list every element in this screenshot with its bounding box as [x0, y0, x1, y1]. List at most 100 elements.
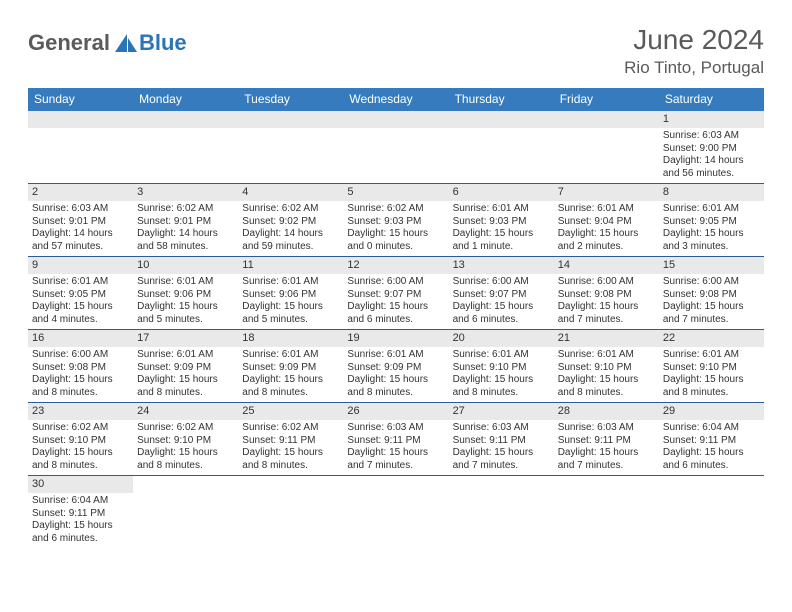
- detail-line: Sunrise: 6:04 AM: [32, 495, 129, 508]
- day-cell: 26Sunrise: 6:03 AMSunset: 9:11 PMDayligh…: [343, 403, 448, 475]
- day-cell: 1Sunrise: 6:03 AMSunset: 9:00 PMDaylight…: [659, 111, 764, 183]
- detail-line: Sunset: 9:10 PM: [32, 435, 129, 448]
- detail-line: and 8 minutes.: [32, 460, 129, 473]
- detail-line: Sunrise: 6:00 AM: [558, 276, 655, 289]
- detail-line: Sunset: 9:05 PM: [32, 289, 129, 302]
- day-number: 12: [343, 257, 448, 274]
- day-number: [554, 111, 659, 128]
- day-details: Sunrise: 6:00 AMSunset: 9:08 PMDaylight:…: [28, 347, 133, 401]
- detail-line: Daylight: 15 hours: [558, 447, 655, 460]
- day-cell: 22Sunrise: 6:01 AMSunset: 9:10 PMDayligh…: [659, 330, 764, 402]
- day-number: 24: [133, 403, 238, 420]
- day-number: 8: [659, 184, 764, 201]
- detail-line: Daylight: 15 hours: [32, 447, 129, 460]
- detail-line: and 7 minutes.: [663, 314, 760, 327]
- detail-line: Sunset: 9:11 PM: [663, 435, 760, 448]
- detail-line: Sunrise: 6:00 AM: [32, 349, 129, 362]
- title-block: June 2024 Rio Tinto, Portugal: [624, 24, 764, 78]
- day-number: 21: [554, 330, 659, 347]
- sail-icon: [113, 32, 139, 54]
- day-number: [133, 111, 238, 128]
- day-details: Sunrise: 6:00 AMSunset: 9:08 PMDaylight:…: [554, 274, 659, 328]
- detail-line: Daylight: 15 hours: [347, 301, 444, 314]
- day-details: Sunrise: 6:04 AMSunset: 9:11 PMDaylight:…: [28, 493, 133, 547]
- week-row: 30Sunrise: 6:04 AMSunset: 9:11 PMDayligh…: [28, 476, 764, 548]
- detail-line: Daylight: 15 hours: [347, 447, 444, 460]
- day-details: Sunrise: 6:03 AMSunset: 9:11 PMDaylight:…: [343, 420, 448, 474]
- day-details: Sunrise: 6:01 AMSunset: 9:10 PMDaylight:…: [554, 347, 659, 401]
- day-number: 22: [659, 330, 764, 347]
- detail-line: Sunrise: 6:02 AM: [347, 203, 444, 216]
- detail-line: and 7 minutes.: [347, 460, 444, 473]
- brand-text-blue: Blue: [139, 30, 187, 56]
- day-header-thursday: Thursday: [449, 88, 554, 111]
- calendar: Sunday Monday Tuesday Wednesday Thursday…: [28, 88, 764, 548]
- week-row: 9Sunrise: 6:01 AMSunset: 9:05 PMDaylight…: [28, 257, 764, 330]
- detail-line: Sunrise: 6:02 AM: [32, 422, 129, 435]
- day-cell: 7Sunrise: 6:01 AMSunset: 9:04 PMDaylight…: [554, 184, 659, 256]
- day-number: 13: [449, 257, 554, 274]
- detail-line: Sunrise: 6:01 AM: [137, 276, 234, 289]
- day-cell: 9Sunrise: 6:01 AMSunset: 9:05 PMDaylight…: [28, 257, 133, 329]
- day-cell: 21Sunrise: 6:01 AMSunset: 9:10 PMDayligh…: [554, 330, 659, 402]
- day-details: Sunrise: 6:01 AMSunset: 9:10 PMDaylight:…: [659, 347, 764, 401]
- day-header-friday: Friday: [554, 88, 659, 111]
- day-cell: [343, 476, 448, 548]
- detail-line: Sunrise: 6:01 AM: [242, 276, 339, 289]
- day-details: Sunrise: 6:00 AMSunset: 9:07 PMDaylight:…: [343, 274, 448, 328]
- day-details: Sunrise: 6:01 AMSunset: 9:10 PMDaylight:…: [449, 347, 554, 401]
- day-details: Sunrise: 6:01 AMSunset: 9:09 PMDaylight:…: [343, 347, 448, 401]
- day-cell: 25Sunrise: 6:02 AMSunset: 9:11 PMDayligh…: [238, 403, 343, 475]
- day-number: 17: [133, 330, 238, 347]
- day-details: Sunrise: 6:01 AMSunset: 9:06 PMDaylight:…: [133, 274, 238, 328]
- day-details: Sunrise: 6:01 AMSunset: 9:09 PMDaylight:…: [238, 347, 343, 401]
- detail-line: Sunset: 9:06 PM: [242, 289, 339, 302]
- detail-line: Daylight: 15 hours: [242, 301, 339, 314]
- day-cell: [554, 476, 659, 548]
- detail-line: Sunset: 9:08 PM: [32, 362, 129, 375]
- detail-line: Daylight: 15 hours: [347, 374, 444, 387]
- day-cell: [28, 111, 133, 183]
- day-number: 3: [133, 184, 238, 201]
- detail-line: and 7 minutes.: [453, 460, 550, 473]
- day-cell: [238, 111, 343, 183]
- day-header-tuesday: Tuesday: [238, 88, 343, 111]
- day-number: [343, 111, 448, 128]
- detail-line: and 8 minutes.: [242, 460, 339, 473]
- day-number: 6: [449, 184, 554, 201]
- day-details: Sunrise: 6:01 AMSunset: 9:04 PMDaylight:…: [554, 201, 659, 255]
- detail-line: and 8 minutes.: [137, 460, 234, 473]
- detail-line: Sunrise: 6:01 AM: [32, 276, 129, 289]
- detail-line: Daylight: 15 hours: [137, 374, 234, 387]
- detail-line: and 3 minutes.: [663, 241, 760, 254]
- detail-line: Sunrise: 6:01 AM: [347, 349, 444, 362]
- day-header-saturday: Saturday: [659, 88, 764, 111]
- detail-line: Sunset: 9:01 PM: [32, 216, 129, 229]
- detail-line: and 58 minutes.: [137, 241, 234, 254]
- day-number: 28: [554, 403, 659, 420]
- detail-line: Daylight: 15 hours: [558, 374, 655, 387]
- day-cell: 13Sunrise: 6:00 AMSunset: 9:07 PMDayligh…: [449, 257, 554, 329]
- day-cell: 5Sunrise: 6:02 AMSunset: 9:03 PMDaylight…: [343, 184, 448, 256]
- day-number: [28, 111, 133, 128]
- day-cell: 4Sunrise: 6:02 AMSunset: 9:02 PMDaylight…: [238, 184, 343, 256]
- detail-line: Sunset: 9:10 PM: [453, 362, 550, 375]
- detail-line: and 6 minutes.: [347, 314, 444, 327]
- detail-line: Sunset: 9:10 PM: [558, 362, 655, 375]
- day-details: Sunrise: 6:03 AMSunset: 9:00 PMDaylight:…: [659, 128, 764, 182]
- detail-line: Daylight: 15 hours: [32, 301, 129, 314]
- detail-line: Sunset: 9:00 PM: [663, 143, 760, 156]
- day-cell: 2Sunrise: 6:03 AMSunset: 9:01 PMDaylight…: [28, 184, 133, 256]
- day-cell: [343, 111, 448, 183]
- detail-line: and 8 minutes.: [347, 387, 444, 400]
- day-number: [238, 111, 343, 128]
- detail-line: Sunset: 9:10 PM: [137, 435, 234, 448]
- day-cell: [133, 111, 238, 183]
- detail-line: Sunset: 9:04 PM: [558, 216, 655, 229]
- detail-line: Sunrise: 6:03 AM: [453, 422, 550, 435]
- day-number: 10: [133, 257, 238, 274]
- day-header-monday: Monday: [133, 88, 238, 111]
- detail-line: Sunset: 9:08 PM: [663, 289, 760, 302]
- day-details: Sunrise: 6:02 AMSunset: 9:03 PMDaylight:…: [343, 201, 448, 255]
- detail-line: Sunset: 9:09 PM: [347, 362, 444, 375]
